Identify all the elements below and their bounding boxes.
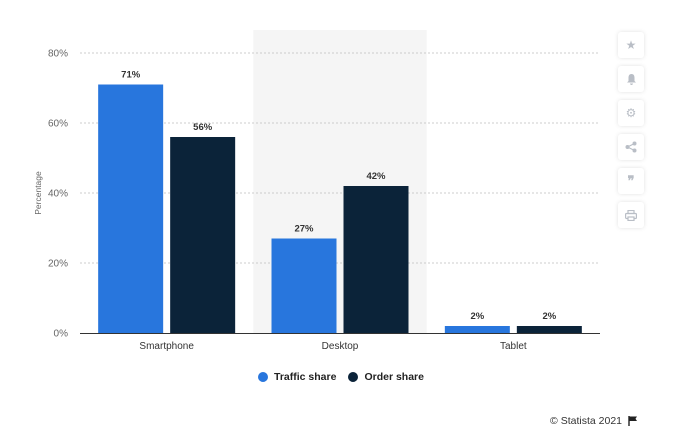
bar[interactable] (98, 84, 164, 334)
legend-item-traffic[interactable]: Traffic share (258, 371, 336, 383)
bell-icon[interactable] (618, 66, 644, 92)
print-icon[interactable] (618, 202, 644, 228)
bar[interactable] (516, 326, 582, 333)
legend-item-order[interactable]: Order share (348, 371, 424, 383)
credit-text: © Statista 2021 (550, 415, 622, 427)
x-tick-label: Desktop (322, 341, 359, 352)
data-label: 42% (366, 171, 386, 182)
legend-dot-order (348, 372, 359, 382)
y-tick-label: 40% (48, 189, 68, 200)
legend: Traffic share Order share (0, 371, 682, 383)
share-icon[interactable] (618, 134, 644, 160)
y-tick-label: 80% (48, 49, 68, 60)
x-tick-label: Tablet (500, 341, 527, 352)
y-tick-label: 0% (54, 329, 69, 340)
y-tick-label: 60% (48, 119, 68, 130)
chart-toolbar: ★ ⚙ ❞ (618, 32, 644, 236)
bars (98, 84, 582, 334)
quote-icon[interactable]: ❞ (618, 168, 644, 194)
bar[interactable] (271, 238, 337, 334)
y-axis-label: Percentage (33, 171, 43, 215)
bar[interactable] (343, 186, 409, 333)
data-label: 71% (121, 70, 141, 81)
data-label: 27% (294, 224, 314, 235)
data-label: 2% (542, 311, 556, 322)
legend-dot-traffic (258, 372, 268, 382)
star-icon[interactable]: ★ (618, 32, 644, 58)
data-label: 2% (470, 311, 484, 322)
flag-icon (628, 416, 637, 426)
labels: 0% 20% 40% 60% 80% 71% 56% Smartphone 27% 42% Desk… (48, 49, 557, 353)
data-label: 56% (193, 122, 213, 133)
gear-icon[interactable]: ⚙ (618, 100, 644, 126)
legend-label-traffic: Traffic share (274, 371, 337, 383)
source-credit[interactable]: © Statista 2021 (550, 415, 638, 427)
bar[interactable] (444, 326, 510, 333)
legend-label-order: Order share (364, 371, 424, 383)
x-tick-label: Smartphone (139, 341, 194, 352)
bar[interactable] (170, 137, 236, 333)
y-tick-label: 20% (48, 259, 68, 270)
